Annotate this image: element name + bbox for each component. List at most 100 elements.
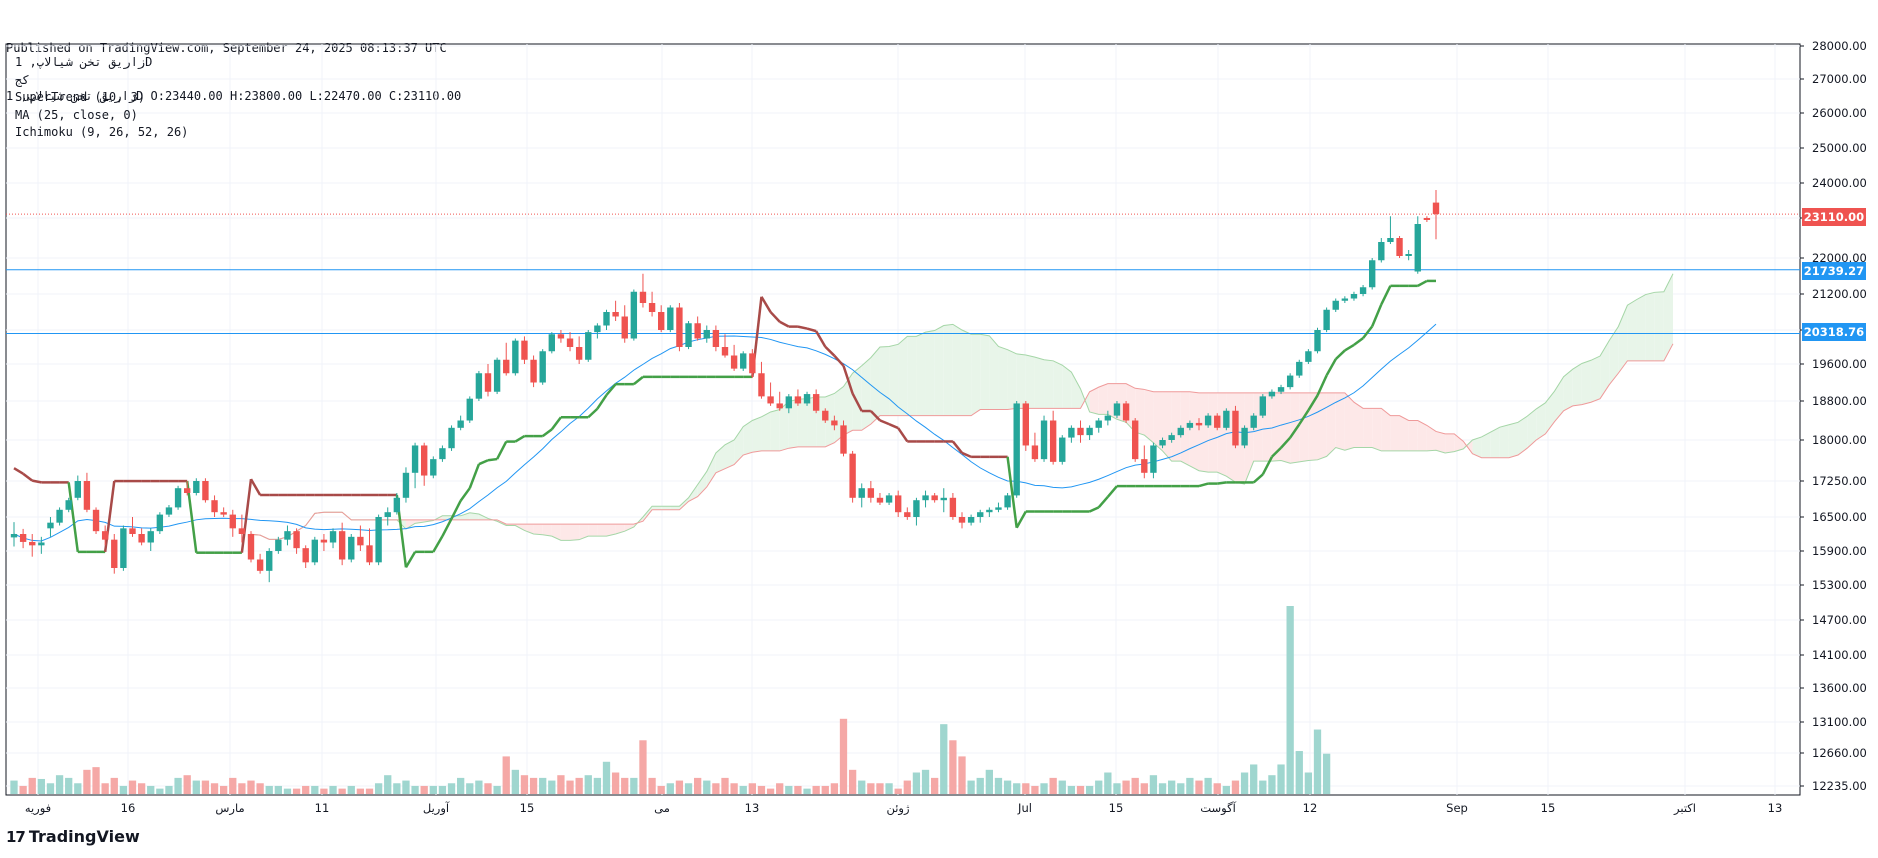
y-tick-label: 13600.00 [1812, 681, 1867, 695]
volume-bar [584, 775, 592, 794]
cloud-segment [597, 524, 607, 537]
candle-body [202, 481, 209, 501]
supertrend-segment [888, 422, 899, 430]
cloud-segment [1417, 420, 1427, 451]
candle-body [1159, 440, 1166, 446]
candle-body [1059, 437, 1066, 462]
x-tick-label: فوریه [25, 801, 51, 816]
legend-ichimoku[interactable]: Ichimoku (9, 26, 52, 26) [15, 125, 189, 139]
cloud-segment [1025, 354, 1035, 409]
cloud-segment [788, 399, 798, 449]
candle-body [594, 325, 601, 333]
level-tag-1: 21739.27 [1802, 262, 1866, 280]
candle-body [639, 291, 647, 303]
cloud-segment [1290, 392, 1300, 464]
cloud-segment [779, 401, 789, 451]
supertrend-segment [22, 472, 33, 482]
candle-body [439, 448, 446, 460]
volume-bar [265, 785, 273, 794]
volume-bar [1322, 753, 1331, 794]
volume-bar [848, 769, 857, 794]
cloud-segment [889, 344, 899, 416]
cloud-segment [1153, 391, 1163, 451]
legend-symbol[interactable]: زاریق تخن شیالاپ, 1D [15, 55, 153, 69]
candle-body [1405, 254, 1412, 256]
cloud-segment [916, 332, 926, 416]
volume-bar [912, 772, 921, 794]
volume-bar [119, 785, 128, 794]
cloud-segment [1609, 326, 1619, 385]
x-tick-label: 15 [1541, 801, 1556, 815]
volume-bar [374, 783, 383, 794]
cloud-segment [405, 519, 416, 530]
tradingview-mark-icon: 17 [6, 827, 26, 846]
volume-bar [766, 788, 775, 794]
candle-body [193, 481, 200, 493]
candle-body [1332, 300, 1339, 310]
y-tick-label: 14100.00 [1812, 648, 1867, 662]
candle-body [1132, 420, 1139, 460]
volume-bar [220, 785, 228, 794]
cloud-segment [460, 512, 470, 520]
volume-bar [903, 780, 911, 794]
cloud-segment [879, 346, 890, 416]
volume-bar [229, 777, 237, 794]
y-tick-label: 18000.00 [1812, 433, 1867, 447]
cloud-segment [1326, 392, 1336, 457]
candle-body [876, 497, 884, 503]
tradingview-logo[interactable]: 17 TradingView [6, 827, 140, 846]
supertrend-segment [815, 330, 827, 348]
candle-body [1013, 403, 1020, 496]
candle-body [885, 495, 893, 503]
volume-bar [1268, 775, 1276, 794]
volume-bar [502, 756, 510, 794]
volume-bar [101, 783, 109, 794]
volume-bar [347, 785, 355, 794]
y-tick-label: 12235.00 [1812, 779, 1867, 793]
cloud-segment [1208, 392, 1218, 473]
supertrend-segment [1097, 495, 1109, 509]
candle-body [475, 373, 483, 399]
supertrend-segment [1307, 394, 1319, 411]
supertrend-segment [514, 435, 526, 443]
candle-body [512, 340, 519, 374]
volume-bar [393, 783, 401, 794]
candle-body [111, 539, 118, 568]
y-tick-label: 15300.00 [1812, 578, 1867, 592]
cloud-segment [1189, 391, 1199, 471]
volume-bar [794, 785, 802, 794]
candle-body [275, 539, 282, 551]
supertrend-segment [13, 467, 24, 475]
supertrend-segment [842, 365, 854, 394]
volume-bar [511, 769, 519, 794]
legend-supertrend[interactable]: SuperTrend (10, 3) [15, 90, 146, 104]
cloud-segment [1663, 273, 1673, 361]
candle-body [1268, 391, 1276, 397]
supertrend-segment [961, 451, 972, 458]
volume-bar [137, 783, 146, 794]
candle-body [229, 514, 236, 529]
cloud-segment [998, 346, 1008, 410]
supertrend-segment [824, 345, 836, 357]
cloud-segment [715, 444, 725, 473]
volume-bar [183, 775, 191, 794]
volume-bar [1195, 780, 1203, 794]
cloud-segment [861, 357, 871, 431]
candle-body [92, 509, 100, 532]
volume-bar [602, 761, 611, 794]
candle-body [156, 514, 164, 532]
volume-bar [830, 783, 839, 794]
supertrend-segment [1271, 446, 1282, 458]
candle-body [1369, 260, 1376, 288]
volume-bar [1104, 772, 1112, 794]
y-tick-label: 22000.00 [1812, 251, 1867, 265]
volume-bar [65, 777, 73, 794]
legend-ma[interactable]: MA (25, close, 0) [15, 107, 138, 122]
cloud-segment [1363, 408, 1373, 448]
volume-bar [1313, 729, 1322, 794]
cloud-segment [551, 524, 561, 541]
supertrend-segment [1015, 510, 1027, 529]
volume-bar [1222, 785, 1230, 794]
cloud-segment [825, 393, 835, 447]
